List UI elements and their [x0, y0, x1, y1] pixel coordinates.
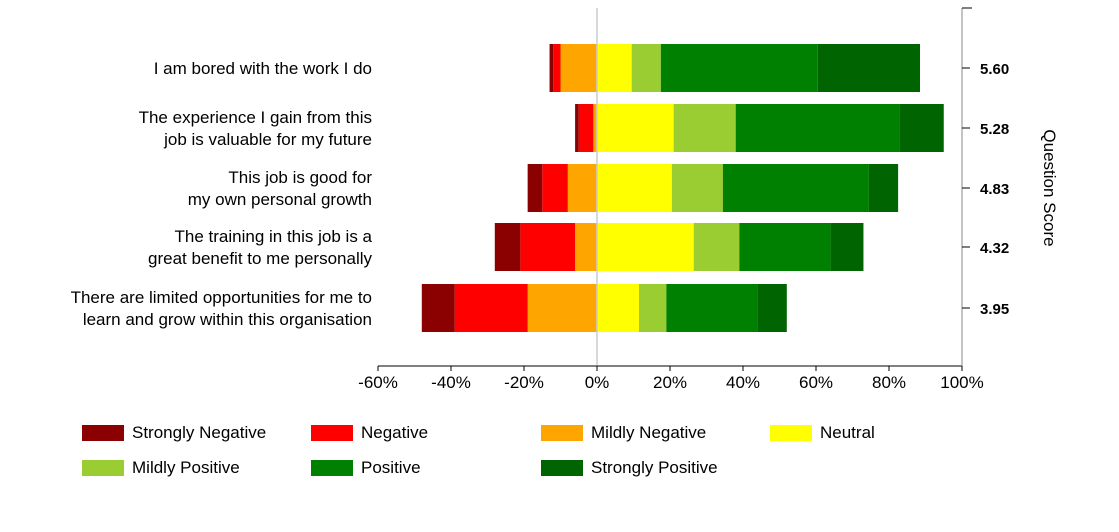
- category-label: The experience I gain from this: [139, 108, 372, 127]
- bar-positive: [739, 223, 831, 271]
- bar-neutral: [597, 104, 674, 152]
- legend-swatch: [541, 460, 583, 476]
- bar-mildly-negative: [567, 164, 597, 212]
- legend: Strongly Negative Negative Mildly Negative…: [82, 420, 982, 480]
- bar-negative: [454, 284, 528, 332]
- category-label: The training in this job is a: [175, 227, 373, 246]
- x-tick-label: 0%: [585, 373, 610, 392]
- bar-mildly-positive: [631, 44, 661, 92]
- legend-label: Negative: [361, 423, 429, 442]
- x-tick-label: 40%: [726, 373, 760, 392]
- category-label: This job is good for: [228, 168, 372, 187]
- bar-strongly-positive: [817, 44, 921, 92]
- category-labels: I am bored with the work I do The experie…: [71, 59, 373, 329]
- bar-strongly-positive: [757, 284, 787, 332]
- legend-swatch: [311, 425, 353, 441]
- bar-strongly-positive: [830, 223, 864, 271]
- legend-swatch: [311, 460, 353, 476]
- score-axis-title: Question Score: [1040, 129, 1059, 246]
- bar-mildly-positive: [673, 104, 736, 152]
- x-tick-label: 60%: [799, 373, 833, 392]
- bar-negative: [542, 164, 568, 212]
- legend-label: Strongly Positive: [591, 458, 718, 477]
- legend-swatch: [82, 425, 124, 441]
- question-score: 4.83: [980, 181, 1009, 198]
- chart-area: I am bored with the work I do The experie…: [71, 7, 1059, 392]
- legend-label: Mildly Positive: [132, 458, 240, 477]
- category-label: learn and grow within this organisation: [83, 310, 372, 329]
- legend-label: Positive: [361, 458, 421, 477]
- legend-item-neutral: Neutral: [770, 423, 875, 443]
- bar-strongly-negative: [494, 223, 521, 271]
- x-tick-label: 80%: [872, 373, 906, 392]
- category-label: my own personal growth: [188, 190, 372, 209]
- x-tick-label: -20%: [504, 373, 544, 392]
- bar-negative: [553, 44, 561, 92]
- bar-strongly-positive: [899, 104, 944, 152]
- bar-positive: [735, 104, 900, 152]
- legend-label: Strongly Negative: [132, 423, 267, 442]
- x-tick-label: 20%: [653, 373, 687, 392]
- bar-strongly-negative: [527, 164, 543, 212]
- bar-negative: [520, 223, 576, 271]
- bar-mildly-positive: [638, 284, 667, 332]
- bars-layer: [421, 44, 944, 332]
- bar-mildly-positive: [693, 223, 740, 271]
- bar-mildly-positive: [671, 164, 723, 212]
- bar-neutral: [597, 284, 639, 332]
- category-label: job is valuable for my future: [163, 130, 372, 149]
- bar-mildly-negative: [527, 284, 597, 332]
- question-score: 3.95: [980, 301, 1009, 318]
- bar-mildly-negative: [560, 44, 597, 92]
- bar-neutral: [597, 223, 694, 271]
- question-score: 4.32: [980, 240, 1009, 257]
- legend-label: Neutral: [820, 423, 875, 442]
- bar-positive: [660, 44, 818, 92]
- legend-item-mildly-positive: Mildly Positive: [82, 458, 240, 478]
- category-label: There are limited opportunities for me t…: [71, 288, 372, 307]
- bar-mildly-negative: [575, 223, 597, 271]
- legend-swatch: [770, 425, 812, 441]
- legend-item-mildly-negative: Mildly Negative: [541, 423, 706, 443]
- bar-strongly-negative: [421, 284, 455, 332]
- category-label: great benefit to me personally: [148, 249, 372, 268]
- legend-swatch: [82, 460, 124, 476]
- x-tick-label: -60%: [358, 373, 398, 392]
- bar-positive: [722, 164, 869, 212]
- bar-strongly-negative: [549, 44, 554, 92]
- legend-label: Mildly Negative: [591, 423, 707, 442]
- bar-strongly-positive: [868, 164, 899, 212]
- bar-mildly-negative: [593, 104, 597, 152]
- category-label: I am bored with the work I do: [154, 59, 372, 78]
- legend-item-positive: Positive: [311, 458, 421, 478]
- score-axis: 5.60 5.28 4.83 4.32 3.95: [961, 7, 1009, 366]
- legend-item-negative: Negative: [311, 423, 428, 443]
- question-score: 5.28: [980, 121, 1009, 138]
- bar-positive: [666, 284, 758, 332]
- bar-neutral: [597, 44, 632, 92]
- legend-item-strongly-negative: Strongly Negative: [82, 423, 266, 443]
- bar-negative: [578, 104, 594, 152]
- legend-swatch: [541, 425, 583, 441]
- bar-strongly-negative: [575, 104, 579, 152]
- bar-neutral: [597, 164, 672, 212]
- x-tick-label: 100%: [940, 373, 983, 392]
- question-score: 5.60: [980, 61, 1009, 78]
- x-axis: -60% -40% -20% 0% 20% 40% 60% 80% 100%: [358, 365, 984, 392]
- x-tick-label: -40%: [431, 373, 471, 392]
- legend-item-strongly-positive: Strongly Positive: [541, 458, 718, 478]
